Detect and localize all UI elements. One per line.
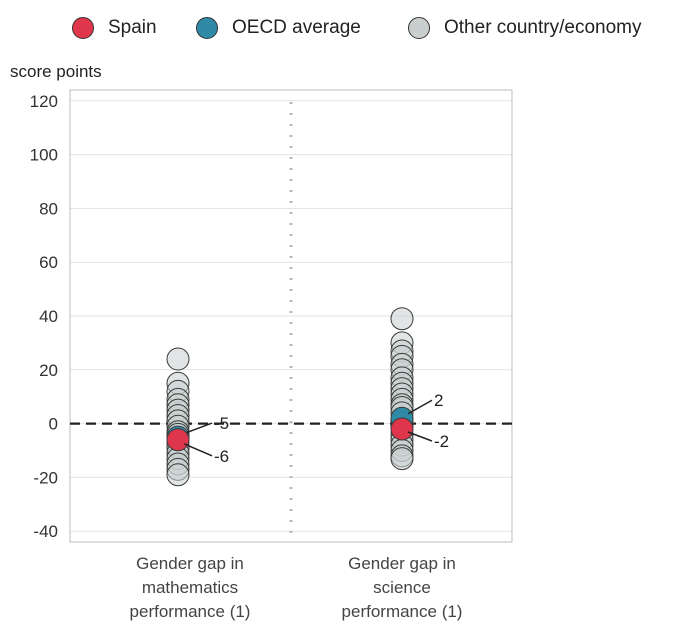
y-axis-title: score points — [10, 62, 102, 81]
data-point-spain-leader — [183, 443, 213, 457]
plot-frame — [69, 89, 513, 543]
y-tick-label: -20 — [33, 468, 58, 487]
chart-legend: Spain OECD average Other country/economy — [0, 0, 680, 52]
data-point-spain-label: -6 — [214, 447, 229, 466]
y-tick-label: 60 — [39, 253, 58, 272]
data-point-spain — [166, 428, 190, 452]
x-category-line: Gender gap in — [348, 554, 456, 573]
legend-item-spain: Spain — [72, 14, 157, 42]
x-category-line: science — [373, 578, 431, 597]
y-tick-label: -40 — [33, 522, 58, 541]
y-tick-label: 120 — [30, 92, 58, 111]
data-point-other-country — [166, 347, 190, 371]
y-tick-label: 0 — [49, 415, 58, 434]
x-category-line: mathematics — [141, 578, 239, 597]
legend-label-other-country: Other country/economy — [444, 17, 642, 38]
data-point-spain-leader — [407, 431, 433, 442]
data-point-other-country — [390, 307, 414, 331]
data-point-oecd-average-label: -5 — [214, 414, 229, 433]
legend-swatch-oecd-average — [196, 17, 218, 39]
x-category-line: performance (1) — [341, 602, 463, 621]
legend-swatch-spain — [72, 17, 94, 39]
data-point-oecd-average-label: 2 — [434, 391, 443, 410]
x-category-line: Gender gap in — [136, 554, 244, 573]
data-point-other-country — [166, 463, 190, 487]
y-tick-label: 100 — [30, 146, 58, 165]
legend-item-other-country: Other country/economy — [408, 14, 641, 42]
data-point-spain — [390, 417, 414, 441]
legend-item-oecd-average: OECD average — [196, 14, 361, 42]
legend-swatch-other-country — [408, 17, 430, 39]
data-point-oecd-average-leader — [183, 422, 213, 435]
x-category-label-mathematics: Gender gap in mathematics performance (1… — [90, 552, 290, 624]
y-tick-label: 80 — [39, 199, 58, 218]
x-category-label-science: Gender gap in science performance (1) — [302, 552, 502, 624]
x-category-line: performance (1) — [129, 602, 251, 621]
data-point-other-country — [390, 447, 414, 471]
y-tick-label: 20 — [39, 361, 58, 380]
data-point-spain-label: -2 — [434, 432, 449, 451]
y-tick-label: 40 — [39, 307, 58, 326]
legend-label-spain: Spain — [108, 17, 157, 38]
legend-label-oecd-average: OECD average — [232, 17, 361, 38]
data-point-oecd-average-leader — [407, 399, 433, 415]
